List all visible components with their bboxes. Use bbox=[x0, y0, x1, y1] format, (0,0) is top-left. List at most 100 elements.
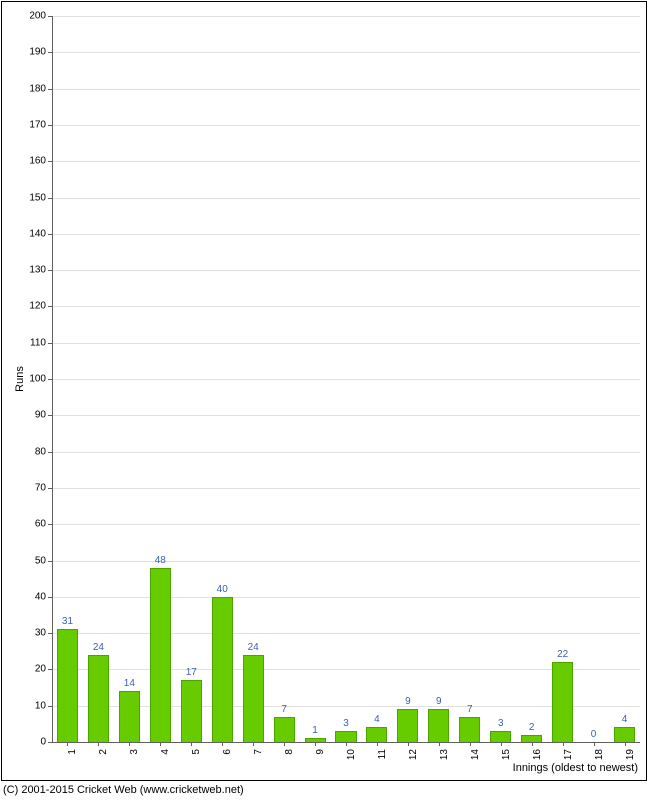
x-tick-mark bbox=[377, 742, 378, 746]
y-tick-label: 90 bbox=[35, 410, 46, 421]
x-tick-mark bbox=[532, 742, 533, 746]
x-tick-label: 16 bbox=[532, 749, 543, 760]
bar-value-label: 7 bbox=[281, 704, 287, 715]
x-tick-label: 2 bbox=[98, 749, 109, 755]
x-tick-label: 4 bbox=[160, 749, 171, 755]
bar-value-label: 3 bbox=[498, 718, 504, 729]
x-tick-label: 12 bbox=[408, 749, 419, 760]
bar bbox=[243, 655, 264, 742]
x-tick-mark bbox=[346, 742, 347, 746]
bar-value-label: 48 bbox=[155, 555, 166, 566]
y-tick-label: 100 bbox=[29, 374, 46, 385]
x-tick-mark bbox=[222, 742, 223, 746]
x-tick-mark bbox=[501, 742, 502, 746]
x-tick-label: 11 bbox=[377, 749, 388, 759]
x-tick-label: 15 bbox=[501, 749, 512, 760]
bar-value-label: 22 bbox=[557, 649, 568, 660]
bar-value-label: 9 bbox=[405, 696, 411, 707]
y-tick-label: 130 bbox=[29, 265, 46, 276]
y-tick-label: 180 bbox=[29, 83, 46, 94]
chart-frame: 0102030405060708090100110120130140150160… bbox=[1, 1, 647, 781]
bar bbox=[181, 680, 202, 742]
grid-line bbox=[52, 16, 640, 17]
y-tick-label: 0 bbox=[40, 737, 46, 748]
y-tick-label: 150 bbox=[29, 192, 46, 203]
bar bbox=[521, 735, 542, 742]
y-tick-label: 20 bbox=[35, 664, 46, 675]
x-tick-label: 7 bbox=[253, 749, 264, 755]
bar-value-label: 7 bbox=[467, 704, 473, 715]
x-tick-label: 8 bbox=[284, 749, 295, 755]
x-tick-label: 18 bbox=[594, 749, 605, 760]
x-tick-mark bbox=[470, 742, 471, 746]
x-tick-mark bbox=[129, 742, 130, 746]
y-tick-label: 200 bbox=[29, 11, 46, 22]
bar-value-label: 24 bbox=[248, 642, 259, 653]
grid-line bbox=[52, 524, 640, 525]
x-tick-label: 10 bbox=[346, 749, 357, 760]
grid-line bbox=[52, 89, 640, 90]
bar-value-label: 9 bbox=[436, 696, 442, 707]
bar-value-label: 31 bbox=[62, 616, 73, 627]
x-tick-mark bbox=[98, 742, 99, 746]
x-tick-label: 13 bbox=[439, 749, 450, 760]
bar-value-label: 24 bbox=[93, 642, 104, 653]
bar-value-label: 0 bbox=[591, 729, 597, 740]
x-tick-mark bbox=[563, 742, 564, 746]
y-axis-title: Runs bbox=[14, 366, 26, 392]
grid-line bbox=[52, 597, 640, 598]
y-tick-label: 60 bbox=[35, 519, 46, 530]
bar-value-label: 3 bbox=[343, 718, 349, 729]
grid-line bbox=[52, 452, 640, 453]
bar-value-label: 4 bbox=[374, 714, 380, 725]
bar bbox=[150, 568, 171, 742]
y-tick-label: 30 bbox=[35, 628, 46, 639]
x-tick-mark bbox=[594, 742, 595, 746]
grid-line bbox=[52, 306, 640, 307]
bar bbox=[88, 655, 109, 742]
plot-area: 0102030405060708090100110120130140150160… bbox=[52, 16, 640, 742]
x-tick-label: 14 bbox=[470, 749, 481, 760]
y-tick-label: 120 bbox=[29, 301, 46, 312]
bar-value-label: 14 bbox=[124, 678, 135, 689]
x-tick-mark bbox=[67, 742, 68, 746]
grid-line bbox=[52, 633, 640, 634]
bar bbox=[119, 691, 140, 742]
x-tick-label: 17 bbox=[563, 749, 574, 760]
grid-line bbox=[52, 561, 640, 562]
bar bbox=[614, 727, 635, 742]
x-tick-label: 19 bbox=[625, 749, 636, 760]
bar-value-label: 4 bbox=[622, 714, 628, 725]
bar bbox=[335, 731, 356, 742]
grid-line bbox=[52, 198, 640, 199]
grid-line bbox=[52, 343, 640, 344]
x-tick-label: 1 bbox=[67, 749, 78, 755]
bar bbox=[459, 717, 480, 742]
chart-container: 0102030405060708090100110120130140150160… bbox=[0, 0, 650, 800]
bar bbox=[428, 709, 449, 742]
bar bbox=[212, 597, 233, 742]
x-tick-label: 3 bbox=[129, 749, 140, 755]
grid-line bbox=[52, 415, 640, 416]
x-tick-mark bbox=[160, 742, 161, 746]
bar-value-label: 40 bbox=[217, 584, 228, 595]
bar-value-label: 1 bbox=[312, 725, 318, 736]
y-tick-label: 190 bbox=[29, 47, 46, 58]
y-tick-label: 80 bbox=[35, 446, 46, 457]
bar bbox=[397, 709, 418, 742]
y-tick-label: 140 bbox=[29, 228, 46, 239]
grid-line bbox=[52, 161, 640, 162]
x-tick-mark bbox=[439, 742, 440, 746]
x-tick-mark bbox=[625, 742, 626, 746]
x-tick-label: 9 bbox=[315, 749, 326, 755]
x-tick-mark bbox=[408, 742, 409, 746]
y-tick-label: 70 bbox=[35, 482, 46, 493]
y-tick-label: 160 bbox=[29, 156, 46, 167]
grid-line bbox=[52, 488, 640, 489]
x-tick-mark bbox=[315, 742, 316, 746]
y-tick-label: 10 bbox=[35, 700, 46, 711]
bar bbox=[57, 629, 78, 742]
x-tick-label: 6 bbox=[222, 749, 233, 755]
grid-line bbox=[52, 125, 640, 126]
grid-line bbox=[52, 52, 640, 53]
